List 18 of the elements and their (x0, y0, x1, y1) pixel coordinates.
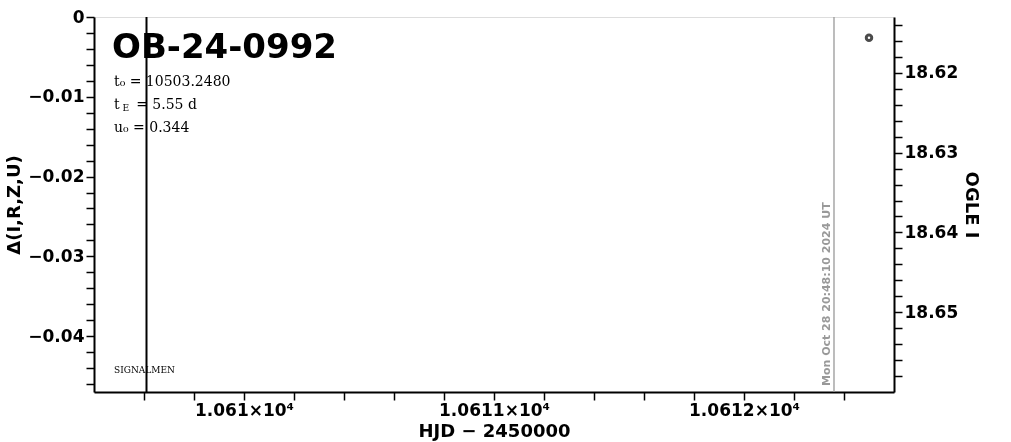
annotation: u₀ = 0.344 (114, 119, 190, 135)
x-axis-title: HJD − 2450000 (418, 419, 571, 441)
y2-tick-label: 18.63 (904, 142, 959, 163)
x-tick-label: 1.0611×10⁴ (439, 399, 550, 420)
annotation: t₀ = 10503.2480 (114, 73, 231, 89)
y-tick-label: −0.01 (28, 86, 85, 107)
y2-tick-label: 18.65 (904, 301, 959, 322)
y2-axis-title: OGLE I (962, 171, 984, 239)
y-tick-label: −0.02 (28, 166, 85, 187)
y2-tick-label: 18.64 (904, 221, 959, 242)
y-tick-label: 0 (72, 6, 85, 27)
x-tick-label: 1.0612×10⁴ (689, 399, 800, 420)
y-tick-label: −0.04 (28, 325, 85, 346)
annotation: Mon Oct 28 20:48:10 2024 UT (820, 201, 833, 386)
x-tick-label: 1.061×10⁴ (194, 399, 295, 420)
y-axis-title: Δ(I,R,Z,U) (3, 155, 25, 255)
y-tick-label: −0.03 (28, 245, 85, 266)
y2-tick-label: 18.62 (904, 62, 959, 83)
